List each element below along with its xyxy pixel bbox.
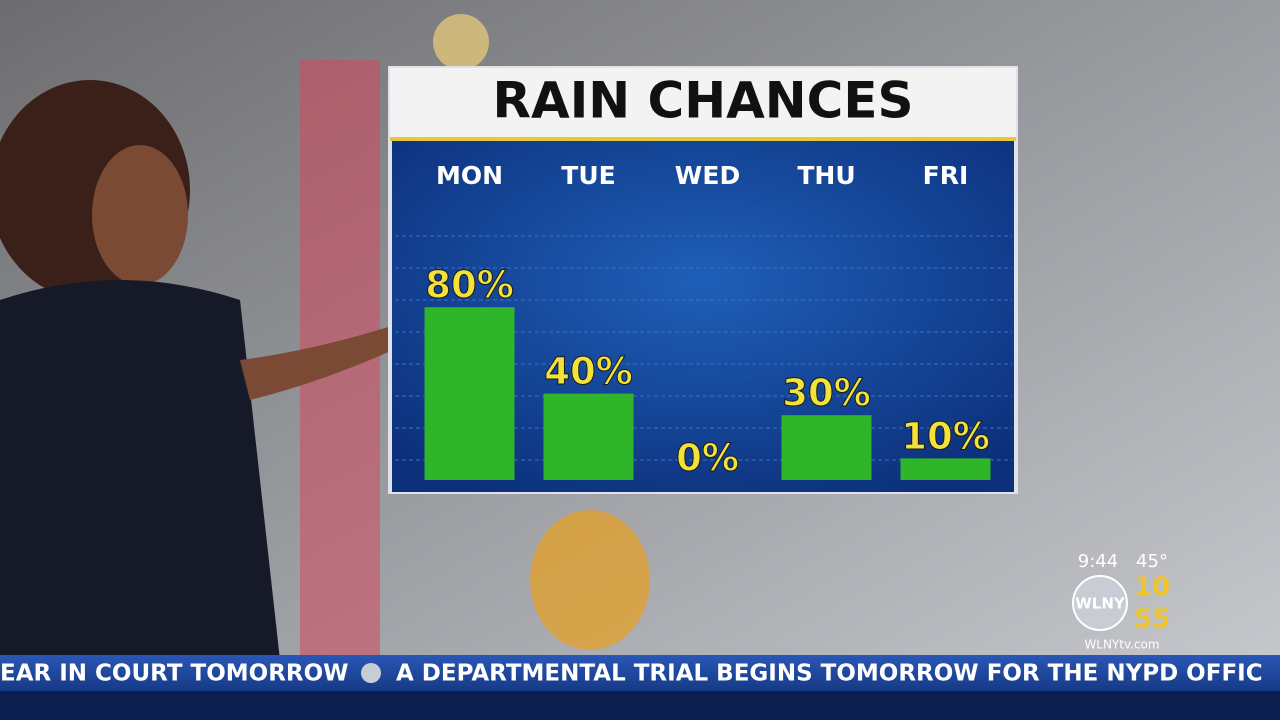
presenter-face — [92, 145, 188, 285]
presenter-arm — [240, 320, 415, 400]
channel-number: 10 — [1134, 573, 1170, 603]
bar — [900, 458, 991, 480]
value-label: 10% — [901, 415, 990, 458]
channel-number: 55 — [1134, 605, 1170, 635]
x-tick-label: WED — [675, 161, 740, 190]
x-tick-label: MON — [436, 161, 503, 190]
ticker-text: EAR IN COURT TOMORROW — [0, 661, 349, 687]
ticker-text: A DEPARTMENTAL TRIAL BEGINS TOMORROW FOR… — [396, 661, 1263, 687]
ticker-separator — [361, 663, 381, 683]
chart-title: RAIN CHANCES — [493, 72, 914, 130]
x-tick-label: TUE — [561, 161, 615, 190]
value-label: 30% — [782, 372, 871, 415]
bar-group: MON 80% TUE 40% WED 0% THU 30% FRI 10% — [424, 161, 991, 480]
blurred-light — [530, 510, 650, 650]
bar — [424, 307, 515, 480]
title-bar — [390, 68, 1016, 138]
x-tick-label: FRI — [923, 161, 969, 190]
x-tick-label: THU — [797, 161, 855, 190]
bar — [543, 393, 634, 480]
temperature: 45° — [1136, 551, 1168, 572]
ticker-base — [0, 691, 1280, 720]
logo-circle — [1072, 575, 1128, 631]
blurred-light — [433, 14, 489, 70]
presenter-body — [0, 280, 280, 660]
title-underline — [390, 137, 1016, 141]
clock: 9:44 — [1078, 551, 1118, 572]
value-label: 0% — [676, 437, 739, 480]
value-label: 40% — [544, 350, 633, 393]
logo: WLNY — [1075, 595, 1126, 613]
ticker-bar — [0, 655, 1280, 691]
value-label: 80% — [425, 264, 514, 307]
bar — [781, 415, 872, 480]
website: WLNYtv.com — [1084, 638, 1159, 652]
